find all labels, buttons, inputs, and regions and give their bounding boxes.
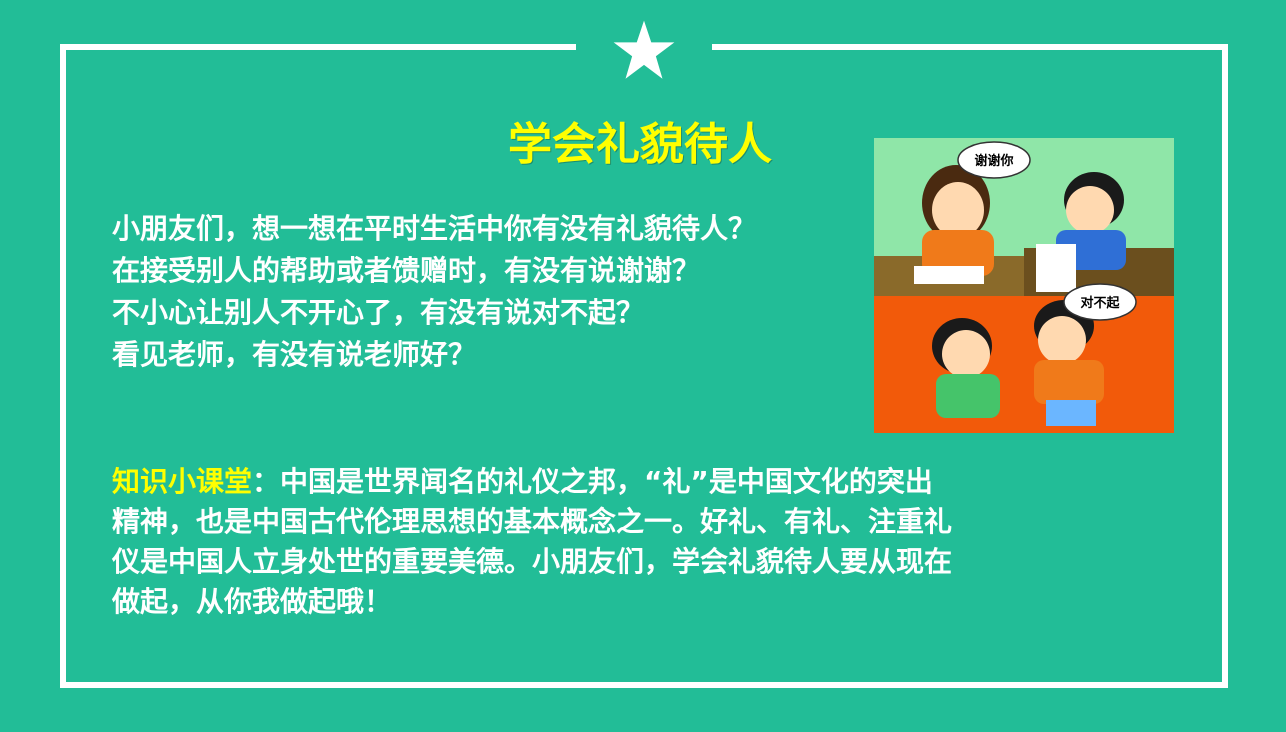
question-line: 在接受别人的帮助或者馈赠时，有没有说谢谢？ <box>112 254 701 287</box>
bubble-bottom-text: 对不起 <box>1080 295 1120 311</box>
star-icon <box>613 20 675 79</box>
knowledge-line: 精神，也是中国古代伦理思想的基本概念之一。好礼、有礼、注重礼 <box>112 505 953 538</box>
frame-bottom <box>60 682 1228 688</box>
frame-top-right <box>712 44 1228 50</box>
frame-left <box>60 44 66 688</box>
question-line: 小朋友们，想一想在平时生活中你有没有礼貌待人？ <box>112 212 757 245</box>
knowledge-text: 中国是世界闻名的礼仪之邦，“礼”是中国文化的突出 <box>280 465 933 498</box>
knowledge-line: 知识小课堂：中国是世界闻名的礼仪之邦，“礼”是中国文化的突出 <box>112 462 1092 502</box>
question-line: 不小心让别人不开心了，有没有说对不起？ <box>112 296 645 329</box>
knowledge-label: 知识小课堂 <box>112 465 253 498</box>
illustration-bottom-panel <box>874 296 1174 433</box>
girl-face <box>932 182 984 238</box>
knowledge-line: 做起，从你我做起哦！ <box>112 585 393 618</box>
girl-body <box>922 230 994 276</box>
knowledge-line: 仪是中国人立身处世的重要美德。小朋友们，学会礼貌待人要从现在 <box>112 545 953 578</box>
frame-top-left <box>60 44 576 50</box>
knowledge-separator: ： <box>252 465 281 498</box>
cartoon-illustration: 谢谢你 对不起 <box>874 138 1174 433</box>
question-line: 看见老师，有没有说老师好？ <box>112 338 477 371</box>
frame-right <box>1222 44 1228 688</box>
page-title: 学会礼貌待人 <box>508 119 772 170</box>
boy-face <box>1066 186 1114 234</box>
question-list: 小朋友们，想一想在平时生活中你有没有礼貌待人？ 在接受别人的帮助或者馈赠时，有没… <box>112 208 872 376</box>
knowledge-section: 知识小课堂：中国是世界闻名的礼仪之邦，“礼”是中国文化的突出 精神，也是中国古代… <box>112 462 1092 622</box>
bubble-top-text: 谢谢你 <box>974 153 1013 169</box>
